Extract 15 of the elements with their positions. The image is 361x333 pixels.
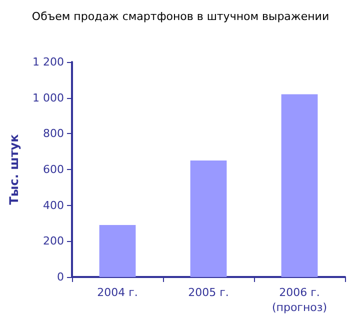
bar [99,225,136,277]
x-tick-label: 2004 г. [97,286,138,299]
chart-title: Объем продаж смартфонов в штучном выражении [32,10,330,23]
y-tick-label: 800 [43,127,64,140]
y-tick-label: 200 [43,234,64,248]
bar [190,160,227,277]
y-tick-label: 0 [57,270,64,284]
y-tick-label: 600 [43,163,64,176]
bar [281,94,318,277]
x-tick-label: 2006 г. (прогноз) [272,286,328,314]
x-tick-label: 2005 г. [188,286,229,299]
y-tick-label: 400 [43,198,64,212]
y-tick-label: 1 200 [32,56,64,68]
y-axis-title: Тыс. штук [7,134,21,205]
y-tick-label: 1 000 [32,91,64,104]
